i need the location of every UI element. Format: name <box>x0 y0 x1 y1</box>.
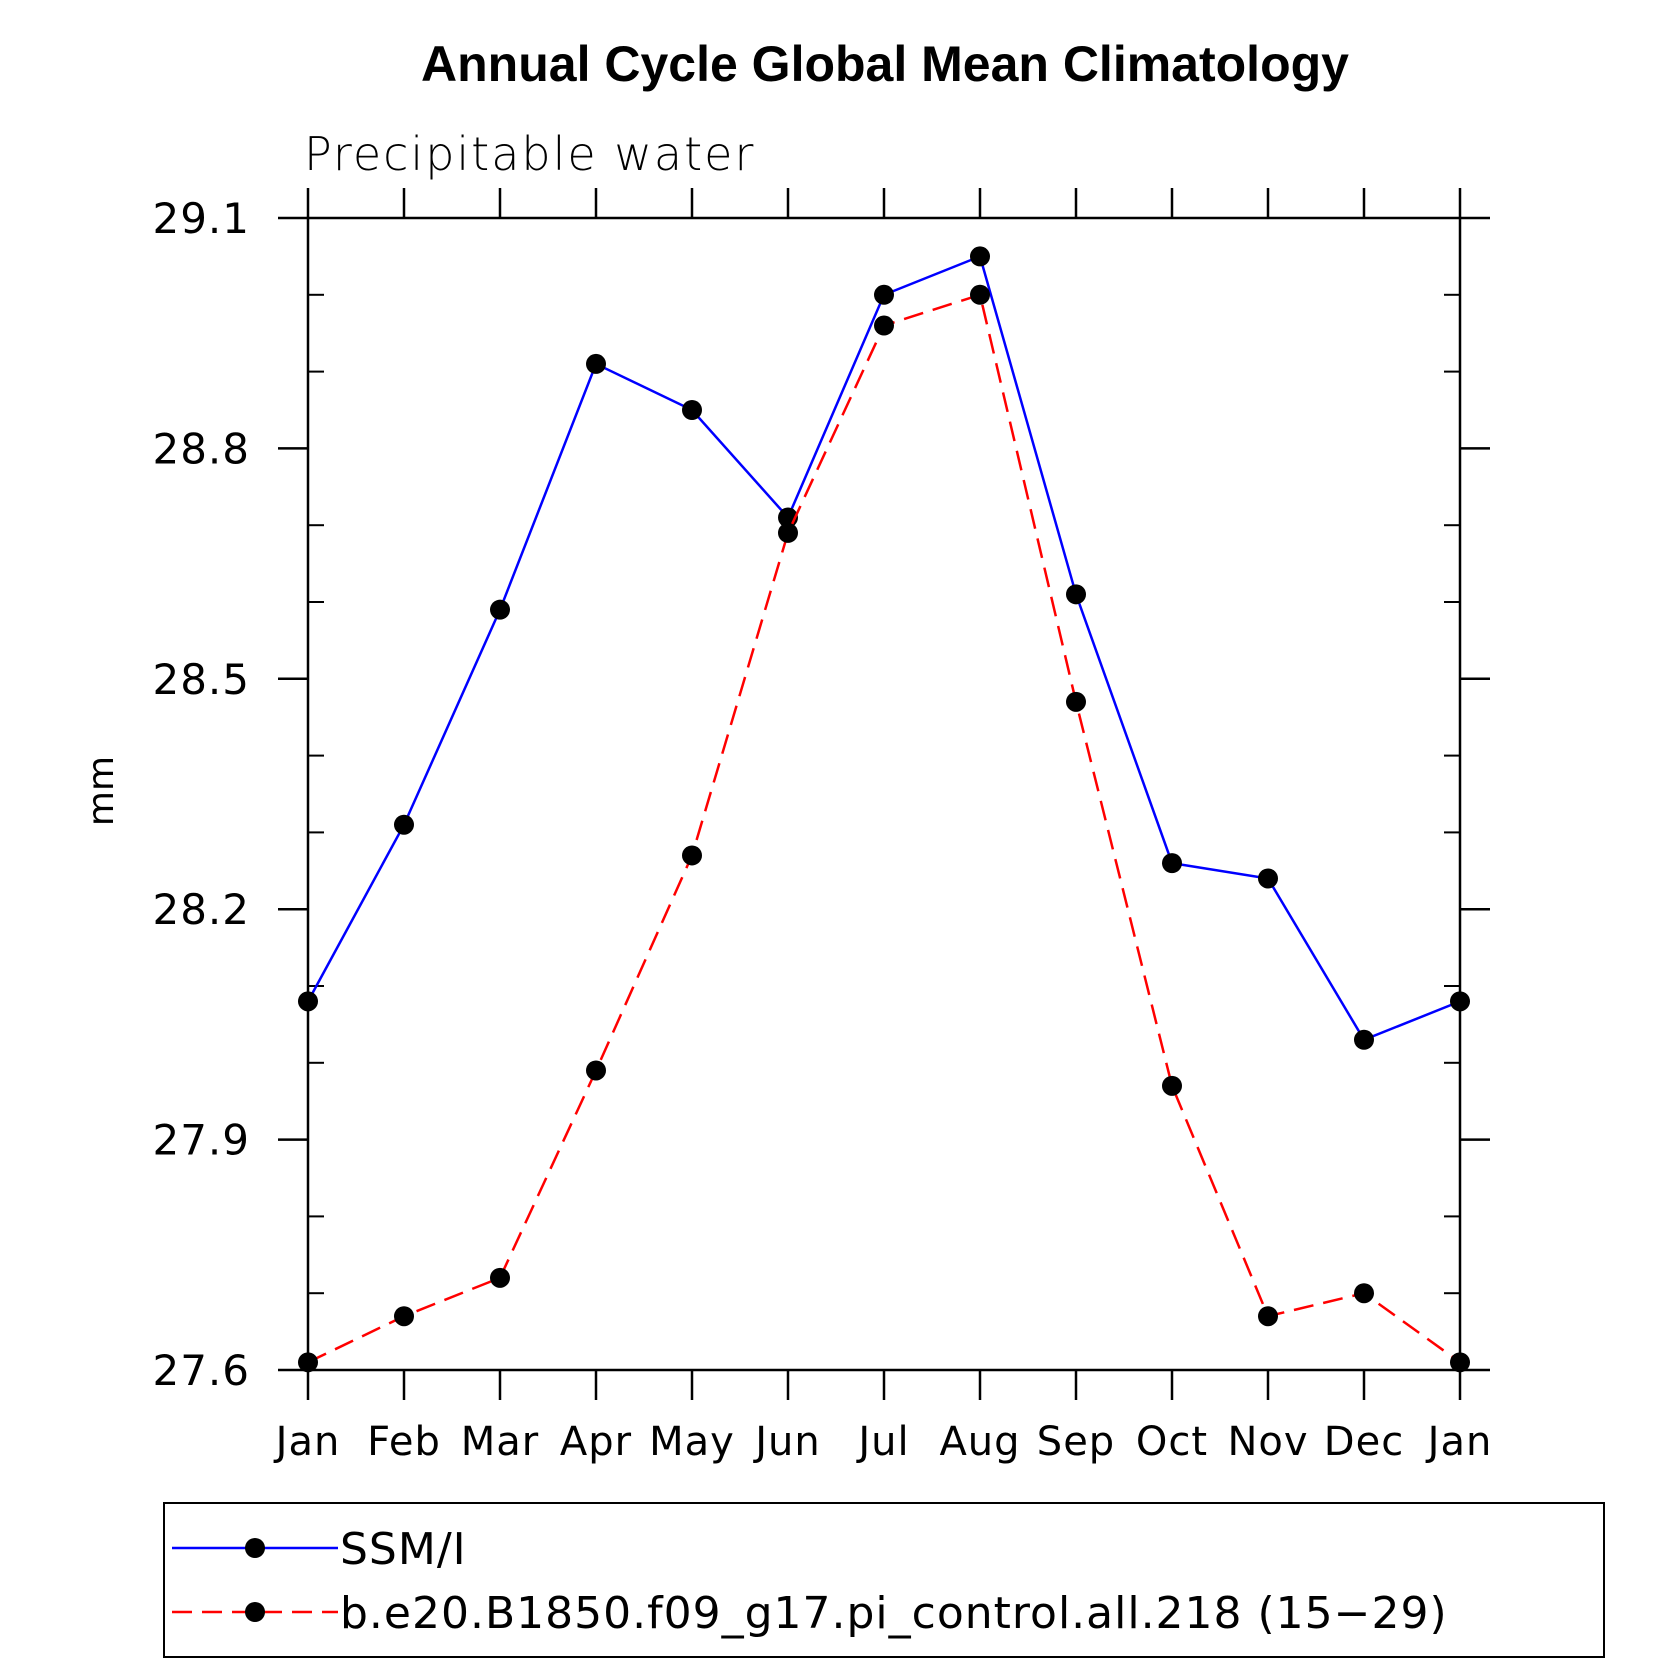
y-tick-label: 27.9 <box>152 1116 250 1165</box>
y-tick-label: 28.2 <box>152 885 250 934</box>
series-0-point <box>586 353 606 374</box>
plot-frame <box>306 216 1462 1372</box>
series-1-point <box>1162 1075 1182 1096</box>
x-tick-label: Aug <box>939 1419 1020 1465</box>
y-tick-label: 28.5 <box>152 655 250 704</box>
y-tick-label: 28.8 <box>152 424 250 473</box>
legend-marker <box>245 1538 265 1558</box>
legend: SSM/I b.e20.B1850.f09_g17.pi_control.all.… <box>163 1502 1605 1658</box>
x-tick-label: Jul <box>855 1419 909 1465</box>
series-0-point <box>298 991 318 1012</box>
series-1-point <box>874 315 894 336</box>
x-tick-label: Mar <box>461 1419 539 1465</box>
series-1-point <box>1450 1352 1470 1373</box>
y-tick-label: 27.6 <box>152 1346 250 1395</box>
y-tick-label: 29.1 <box>152 194 250 243</box>
x-tick-label: Jan <box>1425 1419 1493 1465</box>
y-axis-label: mm <box>81 756 122 826</box>
series-1-point <box>490 1267 510 1288</box>
x-tick-label: May <box>649 1419 735 1465</box>
legend-label: SSM/I <box>340 1524 467 1575</box>
series-line-1 <box>307 293 1461 1364</box>
legend-label: b.e20.B1850.f09_g17.pi_control.all.218 (… <box>340 1588 1448 1639</box>
series-1-point <box>1354 1283 1374 1304</box>
series-0-point <box>394 814 414 835</box>
series-0-point <box>1450 991 1470 1012</box>
series-0-point <box>970 246 990 267</box>
legend-marker <box>245 1602 265 1622</box>
series-1-point <box>778 522 798 543</box>
series-0-point <box>1162 853 1182 874</box>
series-1-point <box>970 284 990 305</box>
series-0-point <box>1066 584 1086 605</box>
x-tick-label: Nov <box>1227 1419 1308 1465</box>
series-1-point <box>394 1306 414 1327</box>
series-1-point <box>298 1352 318 1373</box>
series-0-point <box>490 599 510 620</box>
x-tick-label: Jan <box>273 1419 341 1465</box>
series-1-point <box>682 845 702 866</box>
chart-subtitle: Precipitable water <box>304 127 755 181</box>
series-0-point <box>1354 1029 1374 1050</box>
series-1-point <box>1258 1306 1278 1327</box>
x-tick-label: Sep <box>1037 1419 1115 1465</box>
legend-box <box>163 1502 1605 1658</box>
x-tick-label: Dec <box>1324 1419 1404 1465</box>
plot-area: Jan Feb Mar Apr May Jun Jul Aug Sep Oct Nov Dec Jan 2… <box>152 188 1493 1465</box>
series-1-point <box>586 1060 606 1081</box>
series-0-point <box>1258 868 1278 889</box>
series-0-point <box>682 400 702 420</box>
series-1-point <box>1066 691 1086 712</box>
series-0-point <box>874 284 894 305</box>
x-tick-label: Apr <box>560 1419 632 1465</box>
chart-title: Annual Cycle Global Mean Climatology <box>421 36 1349 92</box>
x-tick-label: Jun <box>752 1419 821 1465</box>
series-line-0 <box>306 254 1461 1042</box>
x-tick-label: Oct <box>1136 1419 1208 1465</box>
x-tick-label: Feb <box>367 1419 441 1465</box>
